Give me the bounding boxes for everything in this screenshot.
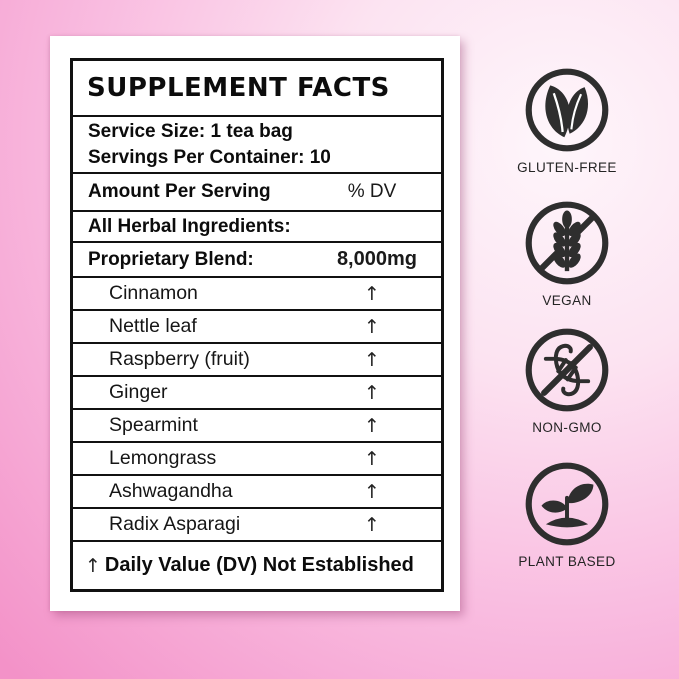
ingredient-row: Ginger ↑ xyxy=(73,377,441,410)
servings-per-container-text: Servings Per Container: 10 xyxy=(88,146,331,168)
ingredient-name: Radix Asparagi xyxy=(109,513,241,535)
section-heading-row: All Herbal Ingredients: xyxy=(73,212,441,243)
ingredient-row: Cinnamon ↑ xyxy=(73,278,441,311)
ingredient-name: Ginger xyxy=(109,381,168,403)
ingredient-row: Ashwagandha ↑ xyxy=(73,476,441,509)
badge-vegan: VEGAN xyxy=(481,199,653,308)
badge-label: GLUTEN-FREE xyxy=(517,160,617,175)
footnote-text: Daily Value (DV) Not Established xyxy=(104,554,414,576)
gluten-free-leaves-icon xyxy=(525,68,609,152)
supplement-facts-table: SUPPLEMENT FACTS Service Size: 1 tea bag… xyxy=(70,58,444,592)
footnote-row: ↑ Daily Value (DV) Not Established xyxy=(73,542,441,589)
dv-not-established-arrow: ↑ xyxy=(364,513,380,536)
badge-label: NON-GMO xyxy=(532,420,602,435)
footnote-arrow: ↑ xyxy=(85,554,101,577)
amount-per-serving-label: Amount Per Serving xyxy=(88,181,271,202)
supplement-label-card: SUPPLEMENT FACTS Service Size: 1 tea bag… xyxy=(50,36,460,611)
amount-per-serving-row: Amount Per Serving % DV xyxy=(73,174,441,212)
badge-label: PLANT BASED xyxy=(518,554,616,569)
ingredient-name: Ashwagandha xyxy=(109,480,233,502)
dv-not-established-arrow: ↑ xyxy=(364,447,380,470)
dv-not-established-arrow: ↑ xyxy=(364,315,380,338)
serving-size-text: Service Size: 1 tea bag xyxy=(88,120,293,142)
section-heading: All Herbal Ingredients: xyxy=(88,215,291,237)
dv-not-established-arrow: ↑ xyxy=(364,348,380,371)
ingredient-row: Lemongrass ↑ xyxy=(73,443,441,476)
badge-non-gmo: NON-GMO xyxy=(481,326,653,435)
sprout-icon xyxy=(525,462,609,546)
blend-amount: 8,000mg xyxy=(336,248,417,270)
facts-title-row: SUPPLEMENT FACTS xyxy=(73,61,441,117)
badge-plant-based: PLANT BASED xyxy=(481,460,653,569)
dv-not-established-arrow: ↑ xyxy=(364,480,380,503)
ingredient-name: Raspberry (fruit) xyxy=(109,348,250,370)
dv-not-established-arrow: ↑ xyxy=(364,414,380,437)
dv-not-established-arrow: ↑ xyxy=(364,282,380,305)
no-wheat-icon xyxy=(525,201,609,285)
facts-title: SUPPLEMENT FACTS xyxy=(87,73,390,103)
no-dna-icon xyxy=(525,328,609,412)
ingredient-row: Spearmint ↑ xyxy=(73,410,441,443)
proprietary-blend-row: Proprietary Blend: 8,000mg xyxy=(73,243,441,278)
ingredient-row: Radix Asparagi ↑ xyxy=(73,509,441,542)
ingredient-name: Spearmint xyxy=(109,414,198,436)
badge-label: VEGAN xyxy=(542,293,592,308)
ingredient-name: Nettle leaf xyxy=(109,315,197,337)
serving-info-row: Service Size: 1 tea bag Servings Per Con… xyxy=(73,117,441,174)
badge-gluten-free: GLUTEN-FREE xyxy=(481,66,653,175)
ingredient-name: Cinnamon xyxy=(109,282,198,304)
percent-dv-label: % DV xyxy=(347,181,397,202)
ingredient-name: Lemongrass xyxy=(109,447,217,469)
ingredient-row: Raspberry (fruit) ↑ xyxy=(73,344,441,377)
blend-label: Proprietary Blend: xyxy=(88,248,254,270)
ingredient-row: Nettle leaf ↑ xyxy=(73,311,441,344)
dv-not-established-arrow: ↑ xyxy=(364,381,380,404)
